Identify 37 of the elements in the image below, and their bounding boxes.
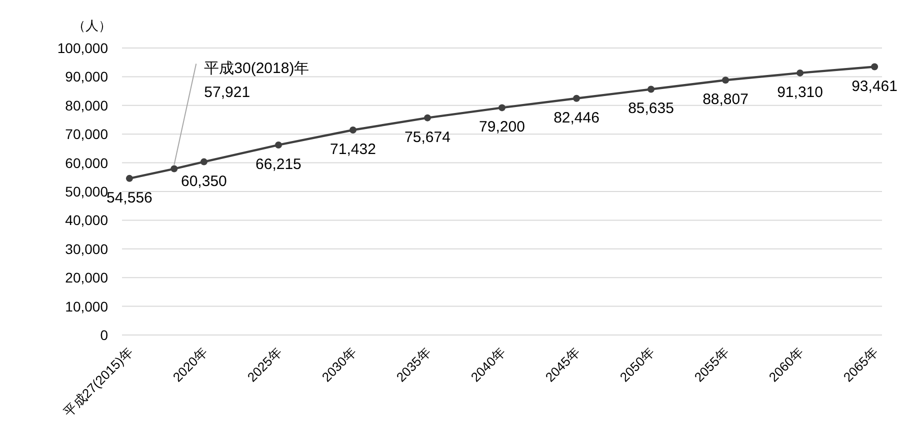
y-tick-label: 30,000: [65, 240, 108, 257]
point: [170, 165, 178, 172]
y-tick-label: 40,000: [65, 212, 108, 228]
point: [498, 104, 506, 112]
text: 66,215: [256, 156, 302, 173]
point: [200, 158, 208, 166]
y-tick-label: 70,000: [65, 126, 108, 142]
y-tick-label: 100,000: [57, 40, 108, 56]
text: 91,310: [777, 84, 823, 101]
text: 71,432: [330, 140, 376, 158]
point: [722, 76, 730, 84]
point: [274, 141, 282, 148]
y-tick-label: 10,000: [65, 298, 108, 314]
point: [871, 63, 878, 70]
y-tick-label: 60,000: [65, 154, 108, 171]
y-tick-label: 90,000: [65, 68, 108, 85]
text: 54,556: [106, 189, 152, 206]
text: 75,674: [404, 128, 450, 146]
text: 79,200: [479, 118, 525, 136]
y-tick-label: 0: [100, 327, 108, 343]
point: [648, 86, 655, 93]
text: 57,921: [204, 84, 250, 101]
point: [424, 114, 431, 122]
text: 93,461: [852, 78, 898, 95]
point: [126, 174, 133, 182]
y-tick-label: 20,000: [65, 270, 108, 286]
y-tick-label: 50,000: [65, 184, 108, 200]
y-axis-title: （人）: [72, 18, 112, 33]
annotation: 平成30(2018)年: [204, 60, 310, 77]
point: [796, 69, 804, 76]
point: [349, 126, 356, 134]
text: 82,446: [554, 109, 600, 126]
text: 60,350: [181, 172, 227, 190]
y-tick-label: 80,000: [65, 97, 108, 114]
text: 88,807: [702, 91, 748, 108]
point: [573, 94, 580, 102]
text: 85,635: [628, 100, 674, 118]
